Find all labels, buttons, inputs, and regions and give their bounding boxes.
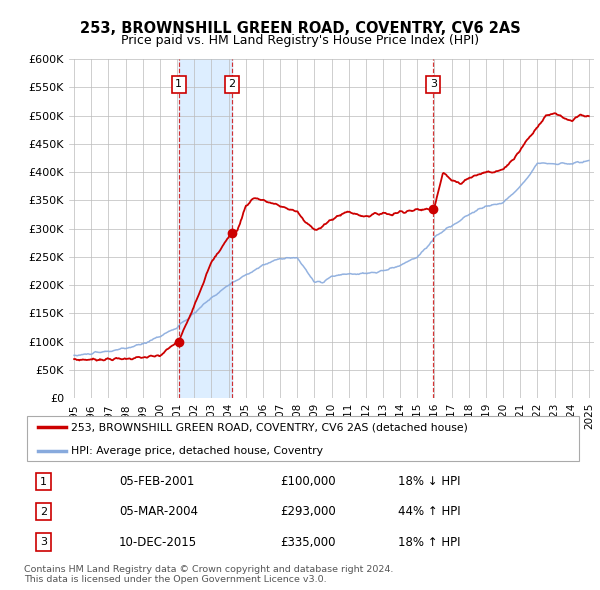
Text: Price paid vs. HM Land Registry's House Price Index (HPI): Price paid vs. HM Land Registry's House … xyxy=(121,34,479,47)
Text: 05-FEB-2001: 05-FEB-2001 xyxy=(119,475,194,488)
Text: 1: 1 xyxy=(40,477,47,487)
Text: £335,000: £335,000 xyxy=(281,536,336,549)
Text: 2: 2 xyxy=(228,80,235,90)
Text: 44% ↑ HPI: 44% ↑ HPI xyxy=(398,505,460,519)
Text: Contains HM Land Registry data © Crown copyright and database right 2024.: Contains HM Land Registry data © Crown c… xyxy=(24,565,394,574)
Text: £100,000: £100,000 xyxy=(281,475,337,488)
FancyBboxPatch shape xyxy=(27,415,579,461)
Bar xyxy=(179,59,232,398)
Text: £293,000: £293,000 xyxy=(281,505,337,519)
Text: This data is licensed under the Open Government Licence v3.0.: This data is licensed under the Open Gov… xyxy=(24,575,326,584)
Text: 253, BROWNSHILL GREEN ROAD, COVENTRY, CV6 2AS (detached house): 253, BROWNSHILL GREEN ROAD, COVENTRY, CV… xyxy=(71,422,469,432)
Text: 10-DEC-2015: 10-DEC-2015 xyxy=(119,536,197,549)
Text: 18% ↑ HPI: 18% ↑ HPI xyxy=(398,536,460,549)
Text: 05-MAR-2004: 05-MAR-2004 xyxy=(119,505,198,519)
Text: 18% ↓ HPI: 18% ↓ HPI xyxy=(398,475,460,488)
Text: 2: 2 xyxy=(40,507,47,517)
Text: 3: 3 xyxy=(40,537,47,547)
Text: 3: 3 xyxy=(430,80,437,90)
Text: 253, BROWNSHILL GREEN ROAD, COVENTRY, CV6 2AS: 253, BROWNSHILL GREEN ROAD, COVENTRY, CV… xyxy=(80,21,520,35)
Text: HPI: Average price, detached house, Coventry: HPI: Average price, detached house, Cove… xyxy=(71,445,323,455)
Text: 1: 1 xyxy=(175,80,182,90)
